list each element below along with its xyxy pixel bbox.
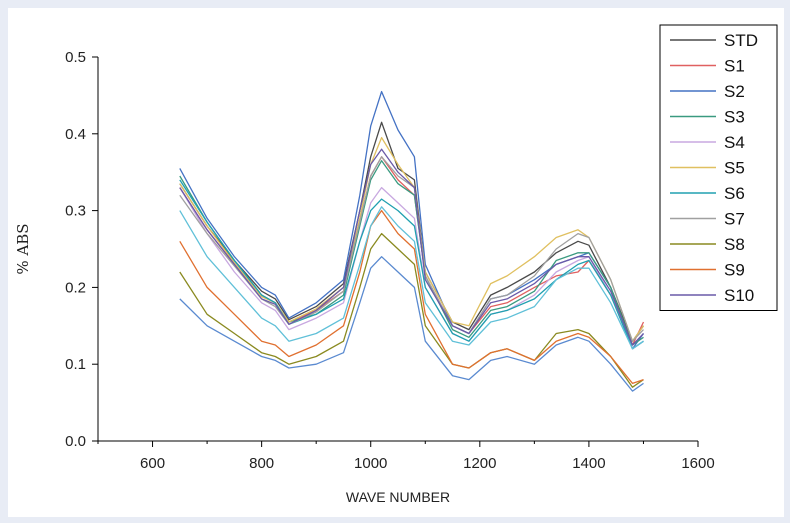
legend-label-s4: S4 <box>724 133 745 152</box>
x-axis-title: WAVE NUMBER <box>346 489 450 505</box>
y-ticks: 0.0 0.1 0.2 0.3 0.4 0.5 <box>65 49 98 450</box>
y-tick-label: 0.1 <box>65 356 86 373</box>
x-tick-label: 1200 <box>463 455 496 472</box>
legend-label-s6: S6 <box>724 184 745 203</box>
x-tick-label: 800 <box>249 455 274 472</box>
series-line-s10 <box>179 148 644 346</box>
y-tick-label: 0.4 <box>65 126 86 143</box>
series-line-s3 <box>179 160 644 346</box>
y-tick-label: 0.0 <box>65 433 86 450</box>
axes <box>97 57 698 442</box>
y-tick-label: 0.5 <box>65 49 86 66</box>
x-ticks: 600 800 1000 1200 1400 1600 <box>97 441 715 472</box>
legend: STD S1 S2 S3 S4 S5 S6 S7 S8 S9 S10 <box>659 24 778 311</box>
x-tick-label: 1000 <box>354 455 387 472</box>
legend-label-std: STD <box>724 31 758 50</box>
series-line-std <box>179 121 645 342</box>
legend-label-s1: S1 <box>724 57 745 76</box>
series-line-s9 <box>179 209 644 385</box>
legend-label-s2: S2 <box>724 82 745 101</box>
legend-label-s10: S10 <box>724 286 754 305</box>
series-line-s4 <box>179 186 644 350</box>
x-tick-label: 1400 <box>572 455 605 472</box>
chart-frame: 600 800 1000 1200 1400 1600 0.0 0.1 0.2 0.3 0.4 0.… <box>8 8 784 517</box>
legend-label-s5: S5 <box>724 159 745 178</box>
series-line-s6 <box>179 179 644 350</box>
legend-items: STD S1 S2 S3 S4 S5 S6 S7 S8 S9 S10 <box>670 31 758 305</box>
series-line-s8 <box>179 232 644 388</box>
legend-label-s8: S8 <box>724 235 745 254</box>
y-axis-title: % ABS <box>14 223 32 274</box>
spectra-line-chart: 600 800 1000 1200 1400 1600 0.00.10.20.30.40.… <box>14 24 778 505</box>
series-line-s2 <box>179 90 645 350</box>
y-tick-label: 0.3 <box>65 203 86 220</box>
plot-lines <box>179 90 645 392</box>
series-line-unlabeled-11 <box>179 256 644 392</box>
legend-label-s3: S3 <box>724 108 745 127</box>
series-line-unlabeled-12 <box>179 206 644 350</box>
x-tick-label: 600 <box>140 455 165 472</box>
y-tick-label: 0.2 <box>65 279 86 296</box>
legend-label-s9: S9 <box>724 261 745 280</box>
legend-label-s7: S7 <box>724 210 745 229</box>
x-tick-label: 1600 <box>681 455 714 472</box>
